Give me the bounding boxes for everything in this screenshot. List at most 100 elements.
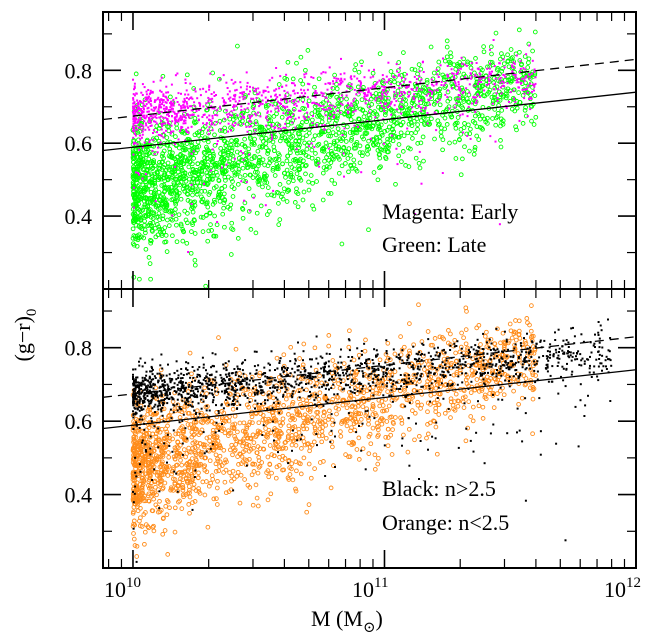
- point: [528, 92, 533, 98]
- point: [217, 453, 223, 459]
- point: [471, 151, 477, 157]
- point: [228, 90, 231, 93]
- point: [383, 81, 386, 84]
- point: [170, 170, 176, 176]
- point: [158, 112, 160, 115]
- point: [478, 342, 483, 347]
- point: [181, 118, 183, 121]
- point: [132, 478, 137, 484]
- point: [246, 81, 249, 84]
- point: [157, 146, 159, 149]
- point: [197, 114, 200, 117]
- point: [205, 139, 211, 145]
- point: [176, 101, 179, 103]
- point: [259, 136, 265, 141]
- point: [196, 97, 199, 100]
- point: [494, 140, 497, 143]
- point: [173, 134, 178, 139]
- point: [393, 181, 398, 187]
- point: [141, 189, 147, 195]
- point: [398, 122, 403, 127]
- point: [436, 101, 439, 103]
- point: [134, 104, 137, 107]
- point: [464, 309, 469, 314]
- point: [235, 43, 240, 49]
- point: [481, 76, 483, 79]
- point: [226, 428, 231, 434]
- point: [435, 81, 438, 84]
- point: [163, 122, 166, 125]
- point: [253, 169, 258, 175]
- point: [485, 115, 490, 121]
- point: [144, 105, 147, 107]
- point: [259, 115, 262, 118]
- point: [496, 97, 499, 100]
- point: [132, 206, 135, 209]
- point: [360, 65, 363, 67]
- point: [316, 433, 322, 439]
- point: [380, 105, 383, 108]
- point: [213, 169, 219, 175]
- point: [263, 426, 268, 431]
- point: [431, 92, 434, 95]
- point: [159, 160, 165, 165]
- point: [230, 406, 236, 412]
- point: [498, 144, 504, 150]
- point: [165, 106, 168, 108]
- point: [531, 122, 537, 127]
- point: [329, 177, 335, 183]
- point: [359, 88, 362, 91]
- point: [300, 81, 306, 87]
- point: [425, 431, 431, 437]
- point: [316, 102, 318, 105]
- point: [364, 124, 369, 130]
- point: [414, 116, 420, 122]
- point: [291, 82, 293, 85]
- point: [285, 84, 288, 87]
- point: [195, 110, 198, 113]
- point: [357, 125, 359, 128]
- point: [455, 403, 461, 409]
- point: [166, 223, 172, 228]
- point: [271, 144, 277, 150]
- point: [303, 171, 308, 177]
- point: [209, 169, 212, 172]
- point: [277, 217, 283, 222]
- point: [457, 81, 460, 83]
- point: [367, 69, 370, 72]
- point: [434, 367, 440, 372]
- point: [232, 98, 235, 101]
- point: [205, 173, 210, 178]
- point: [435, 88, 441, 93]
- point: [323, 144, 328, 150]
- point: [376, 152, 382, 158]
- point: [137, 102, 140, 105]
- point: [530, 431, 535, 437]
- point: [229, 176, 234, 182]
- point: [290, 477, 296, 483]
- point: [233, 98, 236, 101]
- point: [249, 141, 255, 147]
- point: [211, 129, 214, 132]
- point: [431, 83, 433, 86]
- point: [163, 503, 169, 509]
- point: [381, 92, 384, 95]
- point: [179, 130, 185, 135]
- point: [313, 367, 319, 373]
- point: [442, 115, 448, 121]
- point: [354, 391, 360, 397]
- point: [327, 408, 332, 414]
- point: [375, 461, 381, 467]
- point: [360, 108, 366, 113]
- point: [322, 128, 325, 131]
- point: [284, 95, 287, 98]
- point: [312, 101, 315, 104]
- point: [461, 125, 467, 131]
- point: [329, 82, 331, 85]
- point: [435, 68, 438, 71]
- point: [441, 356, 447, 362]
- point: [183, 217, 189, 223]
- point: [232, 104, 235, 107]
- point: [440, 84, 443, 86]
- point: [161, 148, 167, 154]
